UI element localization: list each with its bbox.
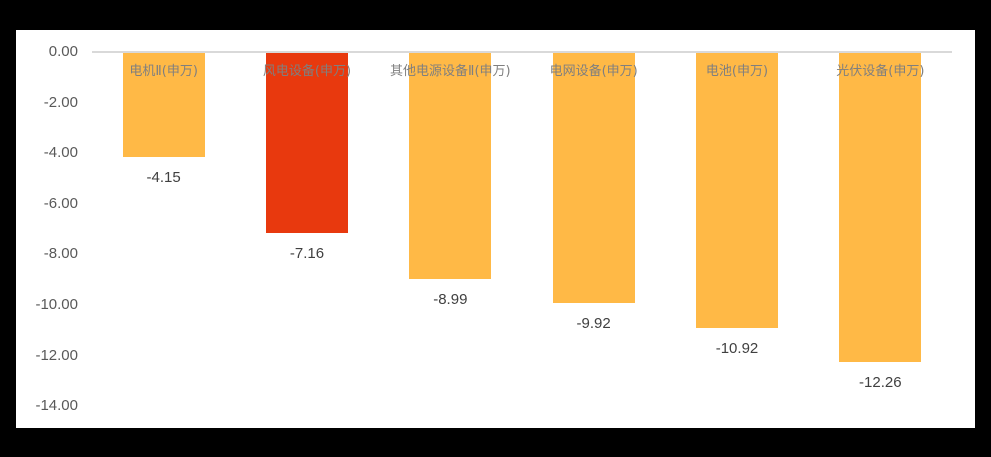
bar	[409, 52, 492, 280]
y-axis-tick-label: -12.00	[35, 346, 78, 364]
y-axis-tick-label: -6.00	[43, 194, 78, 212]
category-label: 电池(申万)	[705, 64, 769, 79]
data-label: -8.99	[433, 291, 468, 309]
data-label: -9.92	[576, 314, 611, 332]
category-label: 其他电源设备Ⅱ(申万)	[390, 64, 511, 79]
y-axis-tick-label: -10.00	[35, 296, 78, 313]
bar	[696, 52, 778, 329]
category-label: 风电设备(申万)	[262, 64, 352, 79]
bar	[839, 52, 922, 363]
chart-panel: 0.00 -2.00 -4.00 -6.00 -8.00 -10.00 -12.00 -14.…	[16, 30, 975, 428]
category-label: 光伏设备(申万)	[836, 64, 925, 79]
y-axis-tick-label: 0.00	[48, 43, 78, 60]
bar	[266, 52, 348, 234]
category-label: 电网设备(申万)	[549, 64, 638, 79]
bar	[552, 52, 635, 303]
data-label: -7.16	[289, 245, 325, 263]
plot-area: 0.00 -2.00 -4.00 -6.00 -8.00 -10.00 -12.00 -14.…	[16, 30, 975, 428]
y-axis-tick-label: -14.00	[35, 397, 78, 415]
x-axis-line	[92, 51, 952, 53]
bar	[122, 52, 205, 157]
data-label: -4.15	[146, 168, 181, 186]
category-label: 电机Ⅱ(申万)	[129, 64, 198, 79]
data-label: -10.92	[715, 340, 759, 358]
y-axis-tick-label: -2.00	[43, 93, 78, 111]
y-axis-tick-label: -4.00	[43, 144, 78, 162]
y-axis-tick-label: -8.00	[43, 245, 78, 263]
data-label: -12.26	[859, 374, 902, 392]
